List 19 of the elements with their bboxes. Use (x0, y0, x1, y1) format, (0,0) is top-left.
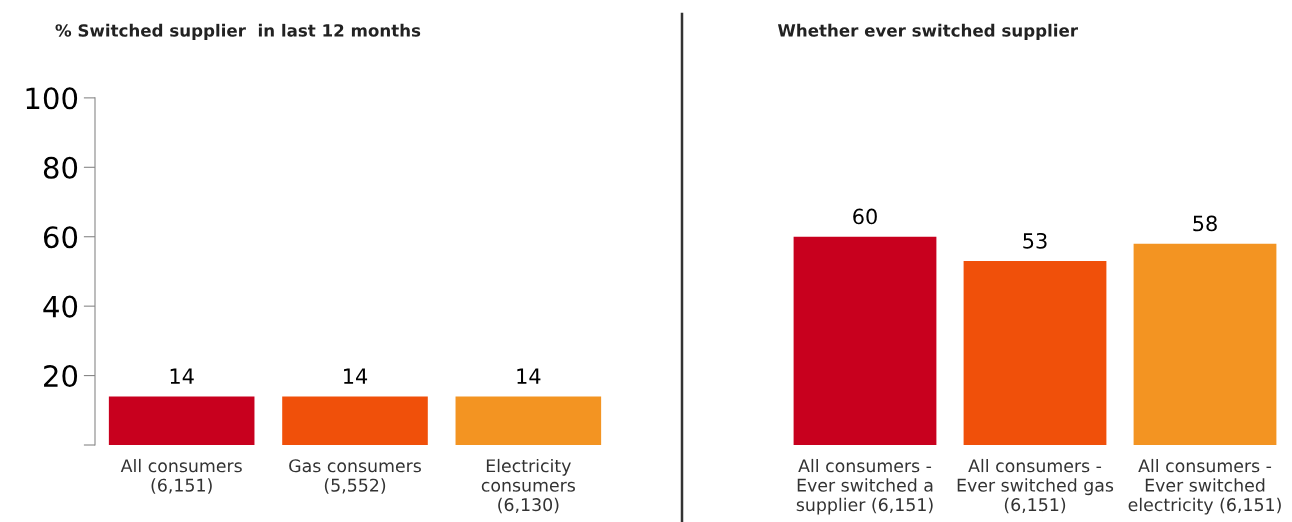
x-tick-label: All consumers - Ever switched a supplier (6,151) (796, 458, 933, 515)
data-label: 60 (853, 208, 877, 225)
y-tick-label: 60 (43, 226, 78, 249)
chart-title: % Switched supplier in last 12 months (55, 23, 421, 40)
data-label: 58 (1193, 215, 1217, 232)
y-tick-label: 100 (26, 87, 78, 110)
data-label: 53 (1023, 232, 1047, 249)
x-tick-label: All consumers - Ever switched gas (6,151) (957, 458, 1114, 514)
x-tick-label: All consumers (6,151) (120, 458, 242, 494)
data-label: 14 (517, 368, 541, 384)
x-tick-label: Electricity consumers (6,130) (481, 458, 575, 514)
y-tick-label: 20 (44, 365, 78, 388)
x-tick-label: Gas consumers (5,552) (289, 459, 421, 494)
chart-title: Whether ever switched supplier (777, 23, 1078, 40)
data-label: 14 (170, 368, 194, 384)
y-tick-label: 80 (43, 156, 78, 179)
y-tick-label: 40 (43, 295, 78, 318)
x-tick-label: All consumers - Ever switched electricity (6,151) (1128, 458, 1281, 515)
data-label: 14 (344, 368, 368, 384)
